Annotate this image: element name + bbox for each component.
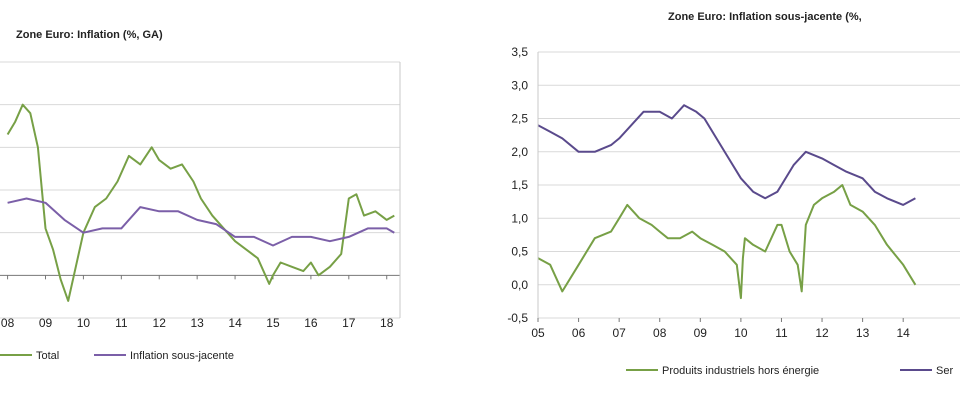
legend-label-industrial: Produits industriels hors énergie: [662, 365, 819, 377]
y-tick-label: 2,0: [511, 145, 528, 159]
x-tick-label: 08: [1, 316, 15, 330]
x-tick-label: 14: [228, 316, 242, 330]
series-line-services: [537, 104, 916, 206]
y-tick-label: 0,5: [511, 245, 528, 259]
series-lines: [537, 104, 917, 300]
grid: [538, 51, 960, 319]
legend-label-services: Ser: [936, 365, 953, 377]
x-tick-label: 06: [572, 326, 586, 340]
inflation-chart: Zone Euro: Inflation (%, GA) 08 09 10 11 12 1…: [0, 29, 401, 362]
x-tick-label: 10: [734, 326, 748, 340]
x-tick-label: 09: [39, 316, 53, 330]
x-tick-label: 12: [153, 316, 167, 330]
x-tick-label: 16: [304, 316, 318, 330]
y-tick-label: 2,5: [511, 112, 528, 126]
core-inflation-chart: Zone Euro: Inflation sous-jacente (%, 3,…: [507, 11, 960, 377]
series-line-industrial: [537, 184, 917, 300]
x-axis: 05 06 07 08 09 10 11 12 13 14: [531, 318, 910, 340]
x-tick-label: 11: [775, 326, 788, 340]
x-tick-label: 08: [653, 326, 667, 340]
y-tick-label: 0,0: [511, 278, 528, 292]
x-tick-label: 13: [856, 326, 870, 340]
y-axis: 3,5 3,0 2,5 2,0 1,5 1,0 0,5 0,0 -0,5: [507, 45, 528, 325]
grid: [0, 61, 400, 319]
chart-title: Zone Euro: Inflation (%, GA): [16, 29, 163, 41]
y-tick-label: 1,0: [511, 211, 528, 225]
chart-title: Zone Euro: Inflation sous-jacente (%,: [668, 11, 862, 23]
x-tick-label: 15: [266, 316, 280, 330]
legend-label-total: Total: [36, 350, 59, 362]
x-tick-label: 11: [115, 316, 128, 330]
x-tick-label: 05: [531, 326, 545, 340]
y-tick-label: 1,5: [511, 178, 528, 192]
series-line-total: [6, 103, 395, 302]
x-tick-label: 12: [815, 326, 829, 340]
x-tick-label: 14: [897, 326, 911, 340]
series-lines: [6, 103, 395, 302]
y-tick-label: 3,0: [511, 78, 528, 92]
x-axis: 08 09 10 11 12 13 14 15 16 17 18: [1, 275, 394, 330]
y-tick-label: -0,5: [507, 311, 528, 325]
y-tick-label: 3,5: [511, 45, 528, 59]
legend-label-core: Inflation sous-jacente: [130, 350, 234, 362]
x-tick-label: 10: [77, 316, 91, 330]
x-tick-label: 18: [380, 316, 394, 330]
x-tick-label: 17: [342, 316, 356, 330]
x-tick-label: 09: [694, 326, 708, 340]
series-line-core: [7, 197, 395, 247]
x-tick-label: 07: [612, 326, 626, 340]
x-tick-label: 13: [190, 316, 204, 330]
